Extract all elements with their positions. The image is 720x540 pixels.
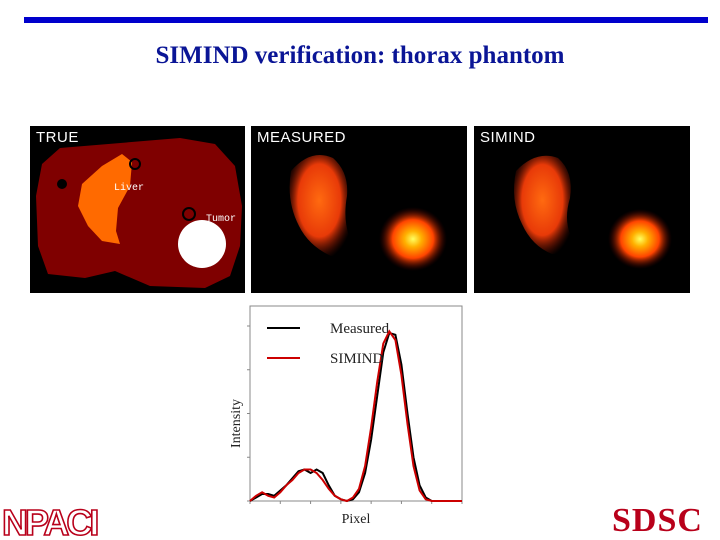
simind-panel: SIMIND bbox=[474, 126, 690, 293]
legend-label-measured: Measured bbox=[330, 321, 390, 337]
npaci-logo: NPACI bbox=[2, 503, 101, 539]
measured-label: MEASURED bbox=[257, 129, 347, 146]
measured-panel: MEASURED bbox=[251, 126, 467, 293]
profile-chart: Measured SIMIND Pixel Intensity bbox=[229, 305, 463, 527]
svg-text:NPACI: NPACI bbox=[2, 503, 97, 539]
true-label: TRUE bbox=[36, 129, 79, 146]
sdsc-logo: SDSC bbox=[612, 502, 703, 539]
series-line-simind bbox=[249, 329, 462, 503]
legend-label-simind: SIMIND bbox=[330, 351, 384, 367]
x-axis-label: Pixel bbox=[342, 512, 371, 527]
title-rule bbox=[24, 17, 708, 23]
simind-image bbox=[514, 155, 672, 269]
liver-label: Liver bbox=[114, 183, 145, 194]
tumor-label: Tumor bbox=[206, 214, 237, 225]
measured-image bbox=[289, 154, 447, 271]
slide-title: SIMIND verification: thorax phantom bbox=[155, 42, 565, 69]
y-axis-label: Intensity bbox=[229, 399, 244, 448]
true-phantom-panel: TRUE Liver Tumor bbox=[30, 126, 245, 293]
plot-frame bbox=[249, 305, 463, 502]
true-phantom-image bbox=[36, 138, 242, 288]
simind-label: SIMIND bbox=[480, 129, 536, 146]
